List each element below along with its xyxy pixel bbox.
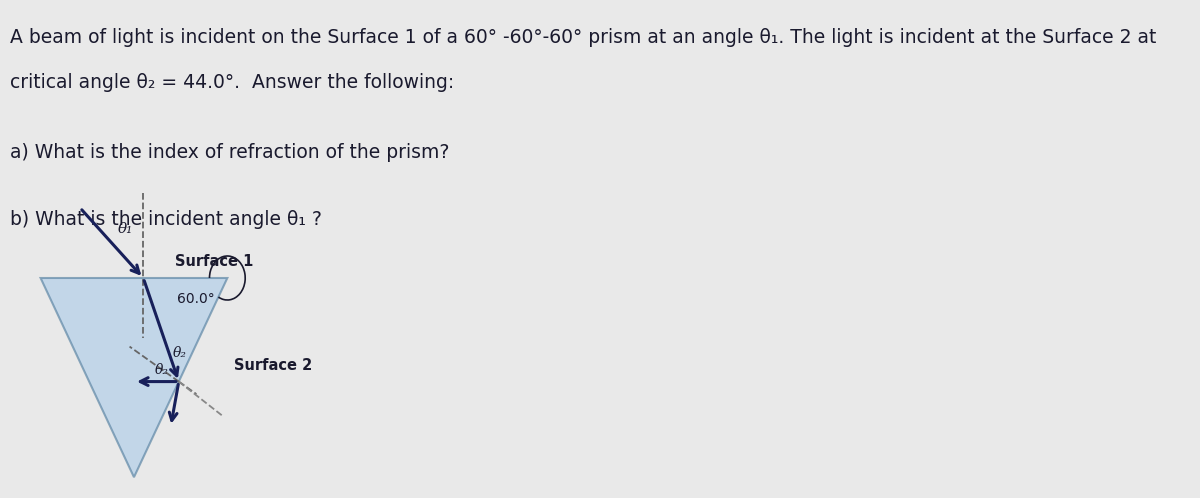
Text: Surface 1: Surface 1 [174,254,253,269]
Text: θ₁: θ₁ [118,222,132,236]
Text: 60.0°: 60.0° [178,292,215,306]
Text: θ₂: θ₂ [173,346,187,360]
Text: Surface 2: Surface 2 [234,358,312,373]
Text: a) What is the index of refraction of the prism?: a) What is the index of refraction of th… [10,143,449,162]
Text: b) What is the incident angle θ₁ ?: b) What is the incident angle θ₁ ? [10,210,322,229]
Text: A beam of light is incident on the Surface 1 of a 60° -60°-60° prism at an angle: A beam of light is incident on the Surfa… [10,28,1156,47]
Text: θ₂: θ₂ [155,363,168,376]
Text: critical angle θ₂ = 44.0°.  Answer the following:: critical angle θ₂ = 44.0°. Answer the fo… [10,73,454,92]
Polygon shape [41,278,227,477]
